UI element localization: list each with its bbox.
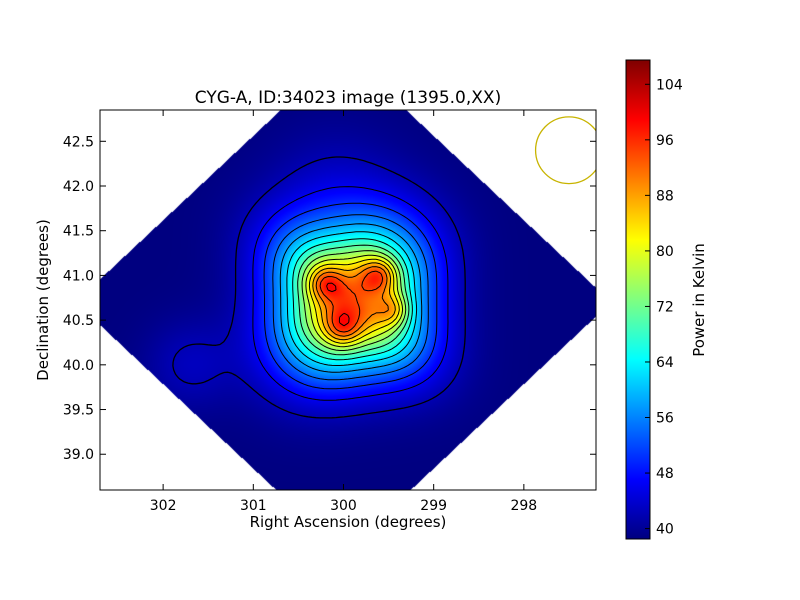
x-tick-label: 299 bbox=[420, 498, 447, 514]
x-tick-label: 302 bbox=[150, 498, 177, 514]
contour-lines bbox=[172, 156, 466, 419]
colorbar-tick-label: 104 bbox=[656, 77, 683, 93]
contour-level-82 bbox=[308, 258, 400, 344]
contour-level-90 bbox=[315, 266, 389, 337]
y-tick-label: 39.0 bbox=[63, 447, 94, 463]
plot-area bbox=[100, 110, 596, 490]
contour-level-58 bbox=[279, 223, 423, 373]
y-axis-ticks: 39.0 39.5 40.0 40.5 41.0 41.5 42.0 42.5 bbox=[63, 134, 596, 463]
contour-level-98 bbox=[326, 282, 350, 327]
beam-circle bbox=[534, 116, 596, 185]
y-tick-label: 41.0 bbox=[63, 268, 94, 284]
colorbar bbox=[625, 59, 651, 540]
y-tick-label: 41.5 bbox=[63, 224, 94, 240]
colorbar-tick-label: 64 bbox=[656, 355, 674, 371]
contour-level-70 bbox=[297, 244, 410, 356]
colorbar-tick-label: 80 bbox=[656, 244, 674, 260]
colorbar-tick-label: 96 bbox=[656, 133, 674, 149]
contour-level-66 bbox=[292, 238, 413, 361]
contour-level-46 bbox=[252, 186, 449, 401]
x-axis-ticks: 302 301 300 299 298 bbox=[150, 110, 537, 514]
y-tick-label: 40.0 bbox=[63, 358, 94, 374]
x-tick-label: 300 bbox=[330, 498, 357, 514]
contour-level-94 bbox=[319, 270, 384, 333]
plot-frame bbox=[99, 109, 597, 491]
colorbar-tick-label: 72 bbox=[656, 299, 674, 315]
contour-level-54 bbox=[272, 214, 429, 381]
contour-level-50 bbox=[263, 202, 438, 390]
contour-level-78 bbox=[305, 254, 404, 348]
colorbar-label: Power in Kelvin bbox=[690, 243, 708, 357]
colorbar-tick-label: 40 bbox=[656, 522, 674, 538]
contour-level-42 bbox=[172, 156, 466, 419]
x-axis-label: Right Ascension (degrees) bbox=[250, 513, 447, 531]
y-tick-label: 42.5 bbox=[63, 134, 94, 150]
contour-level-86 bbox=[312, 262, 396, 341]
heatmap-image bbox=[100, 110, 596, 490]
y-axis-label: Declination (degrees) bbox=[34, 219, 52, 381]
chart-title: CYG-A, ID:34023 image (1395.0,XX) bbox=[195, 88, 501, 108]
x-tick-label: 298 bbox=[510, 498, 537, 514]
contour-level-62 bbox=[286, 231, 418, 366]
colorbar-ticks: 40 48 56 64 72 80 88 96 104 bbox=[645, 77, 683, 538]
y-tick-label: 39.5 bbox=[63, 403, 94, 419]
colorbar-tick-label: 48 bbox=[656, 466, 674, 482]
colorbar-tick-label: 56 bbox=[656, 411, 674, 427]
y-tick-label: 40.5 bbox=[63, 313, 94, 329]
y-tick-label: 42.0 bbox=[63, 179, 94, 195]
colorbar-tick-label: 88 bbox=[656, 188, 674, 204]
x-tick-label: 301 bbox=[240, 498, 267, 514]
contour-level-74 bbox=[301, 250, 407, 351]
